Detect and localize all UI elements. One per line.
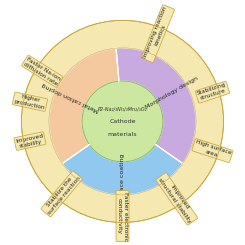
Text: Improved
structural stability: Improved structural stability: [157, 174, 196, 224]
Wedge shape: [22, 20, 223, 222]
Text: Improved
stability: Improved stability: [15, 133, 45, 149]
Text: Metal cation doping: Metal cation doping: [41, 82, 100, 113]
Text: P2-Na₂/₃Ni₁/₃Mn₂/₃O₂: P2-Na₂/₃Ni₁/₃Mn₂/₃O₂: [98, 106, 147, 111]
Text: Faster Na-ion
diffusion rate: Faster Na-ion diffusion rate: [23, 56, 62, 86]
Text: Morphology design: Morphology design: [145, 76, 199, 110]
Text: Higher
production: Higher production: [13, 93, 47, 110]
Text: Stabilizing
structure: Stabilizing structure: [196, 82, 229, 102]
Text: Surface coating: Surface coating: [120, 154, 125, 203]
Text: Improving reaction
kinetics: Improving reaction kinetics: [143, 6, 173, 61]
Text: High surface
area: High surface area: [193, 140, 232, 161]
Wedge shape: [62, 145, 183, 195]
Wedge shape: [116, 48, 196, 164]
Text: Stabilize the
surface reaction: Stabilize the surface reaction: [42, 172, 81, 216]
Text: materials: materials: [108, 132, 137, 137]
Text: Cathode: Cathode: [109, 119, 136, 124]
Wedge shape: [49, 48, 119, 164]
Text: Faster electronic
conductivity: Faster electronic conductivity: [117, 192, 128, 240]
Circle shape: [82, 81, 163, 162]
